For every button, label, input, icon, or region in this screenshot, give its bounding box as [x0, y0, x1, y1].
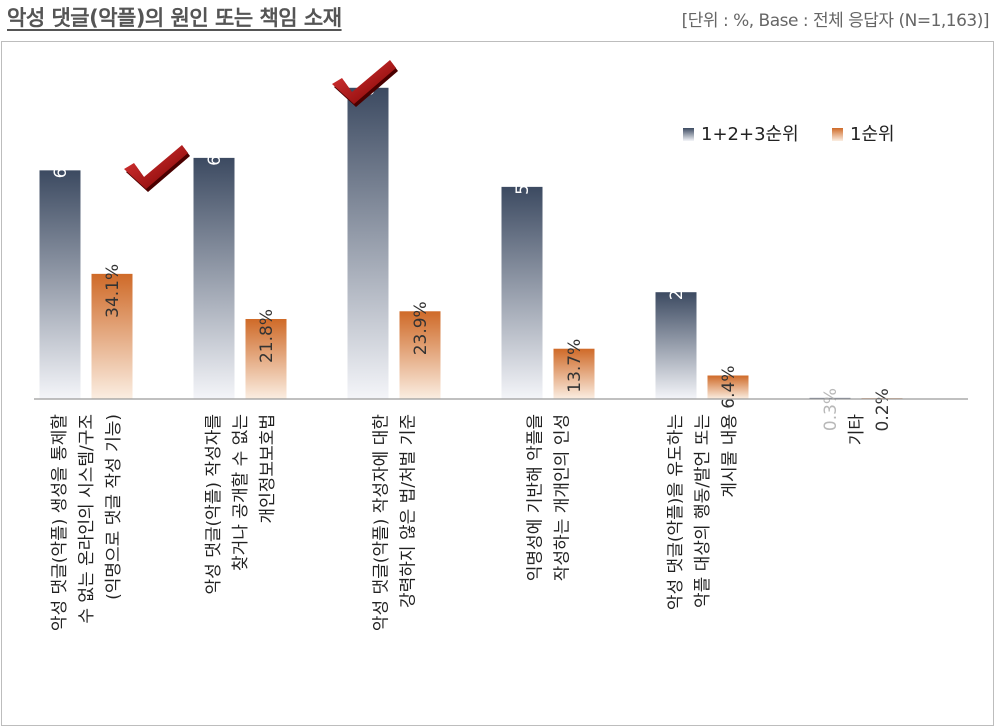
bar-rank1-0 [91, 273, 133, 399]
value-label-rank1-1: 21.8% [257, 309, 277, 363]
value-label-rank1-3: 13.7% [565, 339, 585, 393]
chart-title: 악성 댓글(악플)의 원인 또는 책임 소재 [7, 6, 342, 30]
chart-frame [1, 41, 994, 726]
unit-note: [단위 : %, Base : 전체 응답자 (N=1,163)] [681, 11, 990, 31]
value-label-rank1-5: 0.2% [873, 388, 893, 431]
category-label-line: 작성하는 개개인의 인성 [553, 414, 573, 581]
category-label-0: 악성 댓글(악플) 생성을 통제할 수 없는 온라인의 시스템/구조 (익명으로 댓… [50, 414, 124, 632]
value-label-rank1-0: 34.1% [103, 264, 123, 318]
legend-label-0: 1+2+3순위 [701, 124, 799, 145]
category-label-1: 악성 댓글(악플) 작성자를 찾거나 공개할 수 없는 개인정보보호법 [204, 414, 278, 594]
checkmark-icon-0 [124, 145, 190, 192]
value-label-rank1-2: 23.9% [411, 301, 431, 355]
legend: 1+2+3순위 1순위 [683, 124, 895, 145]
category-label-line: 악성 댓글(악플) 작성자에 대한 [372, 414, 392, 632]
category-label-line: 악성 댓글(악플) 작성자를 [204, 414, 224, 594]
category-label-line: 악성 댓글(악플)을 유도하는 [666, 414, 686, 610]
category-label-line: (익명으로 댓글 작성 기능) [104, 414, 124, 600]
category-label-line: 기타 [847, 414, 867, 446]
bar-top3-3 [501, 186, 543, 399]
category-label-line: 강력하지 않은 법/처벌 기준 [399, 414, 419, 608]
bar-rank1-4 [707, 375, 749, 399]
category-label-line: 악플 대상의 행동/발언 또는 [693, 414, 713, 608]
category-label-line: 수 없는 온라인의 시스템/구조 [77, 414, 97, 624]
value-label-rank1-4: 6.4% [719, 366, 739, 409]
value-label-top3-5: 0.3% [821, 388, 841, 431]
checkmarks-layer [124, 60, 398, 192]
category-label-3: 익명성에 기반해 악플을 작성하는 개개인의 인성 [526, 414, 573, 581]
bar-top3-4 [655, 292, 697, 399]
checkmark-icon-2 [332, 60, 398, 107]
bar-top3-2 [347, 87, 389, 399]
bar-rank1-1 [245, 318, 287, 399]
x-axis: 악성 댓글(악플) 생성을 통제할 수 없는 온라인의 시스템/구조 (익명으로 댓… [34, 398, 968, 632]
category-label-line: 개인정보보호법 [258, 414, 278, 523]
category-label-2: 악성 댓글(악플) 작성자에 대한 강력하지 않은 법/처벌 기준 [372, 414, 419, 632]
value-label-top3-1: 65.7% [205, 112, 225, 166]
value-label-top3-3: 57.8% [513, 141, 533, 195]
category-label-5: 기타 [847, 414, 867, 446]
bars-layer: 62.3%34.1%65.7%21.8%84.8%23.9%57.8%13.7%… [39, 42, 903, 431]
bar-top3-0 [39, 170, 81, 399]
bar-rank1-3 [553, 348, 595, 399]
value-label-top3-4: 29.1% [667, 246, 687, 300]
category-label-line: 찾거나 공개할 수 없는 [231, 414, 251, 571]
value-label-top3-0: 62.3% [51, 124, 71, 178]
legend-label-1: 1순위 [850, 124, 895, 145]
category-label-line: 악성 댓글(악플) 생성을 통제할 [50, 414, 70, 632]
legend-swatch-0 [683, 128, 694, 141]
category-label-4: 악성 댓글(악플)을 유도하는 악플 대상의 행동/발언 또는 게시물 내용 [666, 414, 740, 610]
bar-rank1-2 [399, 311, 441, 399]
category-label-line: 게시물 내용 [720, 414, 740, 498]
bar-top3-1 [193, 157, 235, 399]
category-label-line: 익명성에 기반해 악플을 [526, 414, 546, 581]
legend-swatch-1 [832, 128, 843, 141]
